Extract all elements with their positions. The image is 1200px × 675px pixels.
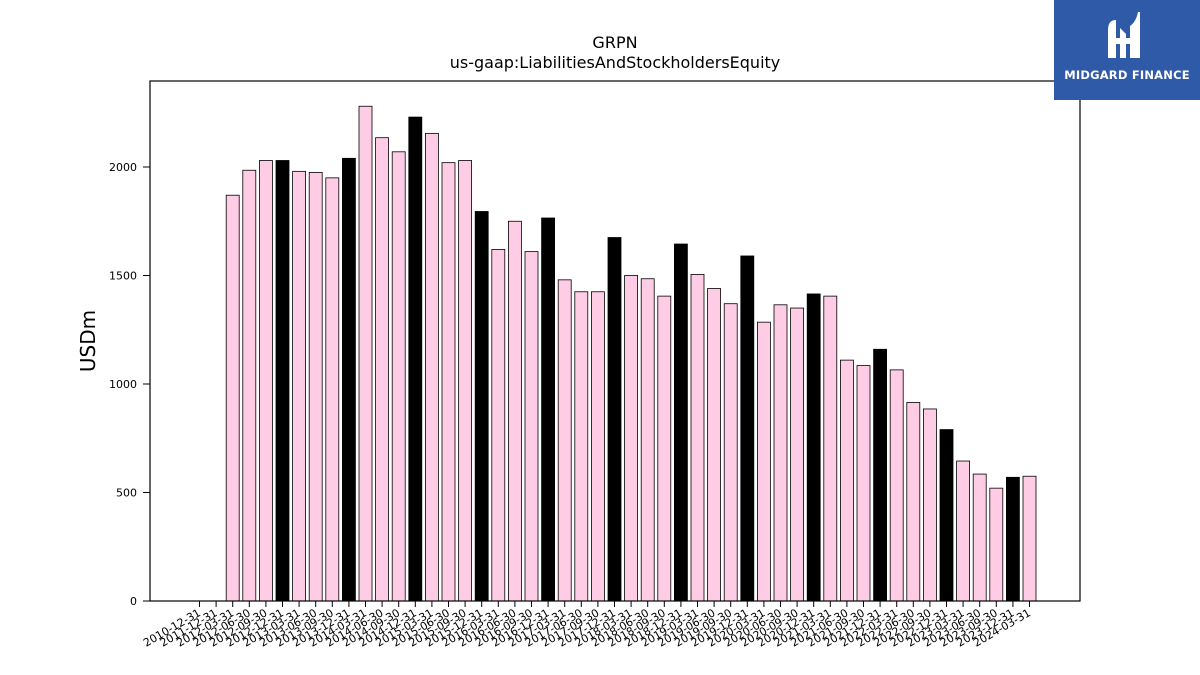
bar-2015-06-30 [441,162,456,602]
y-axis-ticks: 0 500 1000 1500 2000 [109,161,150,608]
y-axis-label: USDm [76,310,100,372]
bar-2023-03-31 [956,460,970,602]
bar-2021-09-30 [856,365,871,602]
x-axis-ticks: 2010-12-312011-12-312012-03-312012-06-30… [141,601,1033,650]
bar-2016-06-30 [507,220,522,602]
bar-2017-09-30 [591,291,605,602]
y-tick-label: 1500 [109,270,137,283]
bar-2012-12-31 [275,160,290,602]
bar-2021-06-30 [840,359,854,602]
bar-2016-03-31 [491,249,506,602]
bar-2022-12-31 [939,429,954,602]
bar-2023-09-30 [989,487,1004,602]
bar-2023-12-31 [1006,476,1020,602]
bar-2017-12-31 [607,237,622,602]
bar-2022-03-31 [889,369,904,602]
bar-2015-12-31 [474,211,489,602]
midgard-finance-logo: MIDGARD FINANCE [1054,0,1200,100]
bar-2021-12-31 [873,348,887,602]
bar-2015-09-30 [458,160,473,602]
bar-2019-06-30 [707,288,721,602]
bar-2013-09-30 [325,177,340,602]
bar-2020-09-30 [790,307,804,602]
bar-2013-06-30 [308,172,323,602]
bar-2012-03-31 [225,194,240,602]
bar-2018-03-31 [624,275,638,602]
logo-text: MIDGARD FINANCE [1064,68,1190,82]
y-tick-label: 2000 [109,161,137,174]
bar-2020-12-31 [806,293,821,602]
plot-frame [149,80,1081,602]
bar-2018-12-31 [674,243,688,602]
bar-2013-12-31 [341,157,356,602]
bar-2012-09-30 [258,160,273,602]
bar-2019-12-31 [740,255,755,602]
bar-2024-03-31 [1022,475,1037,602]
bar-2014-09-30 [391,151,406,602]
bar-2015-03-31 [424,132,439,602]
bar-2017-06-30 [574,291,589,602]
bar-2020-06-30 [773,304,788,602]
bar-2023-06-30 [972,473,987,602]
bars-group [225,105,1037,602]
bar-2016-09-30 [524,251,539,602]
y-tick-label: 500 [116,487,137,500]
midgard-logo-mark-icon [1108,12,1140,58]
bar-2014-12-31 [408,116,423,602]
bar-2019-09-30 [723,303,738,602]
bar-2021-03-31 [823,295,838,602]
bar-2013-03-31 [292,170,307,602]
y-tick-label: 0 [130,595,137,608]
y-tick-label: 1000 [109,378,137,391]
bar-2017-03-31 [557,279,572,602]
chart-title: GRPN [592,33,637,52]
chart-subtitle: us-gaap:LiabilitiesAndStockholdersEquity [450,53,781,72]
bar-2018-09-30 [657,295,672,602]
bar-2014-03-31 [358,105,373,602]
bar-2022-09-30 [923,408,937,602]
bar-2016-12-31 [541,217,555,602]
bar-2022-06-30 [906,402,921,602]
bar-2012-06-30 [242,169,257,602]
bar-2018-06-30 [640,278,655,602]
bar-2019-03-31 [690,274,705,602]
bar-2014-06-30 [375,137,390,602]
bar-2020-03-31 [757,321,771,602]
